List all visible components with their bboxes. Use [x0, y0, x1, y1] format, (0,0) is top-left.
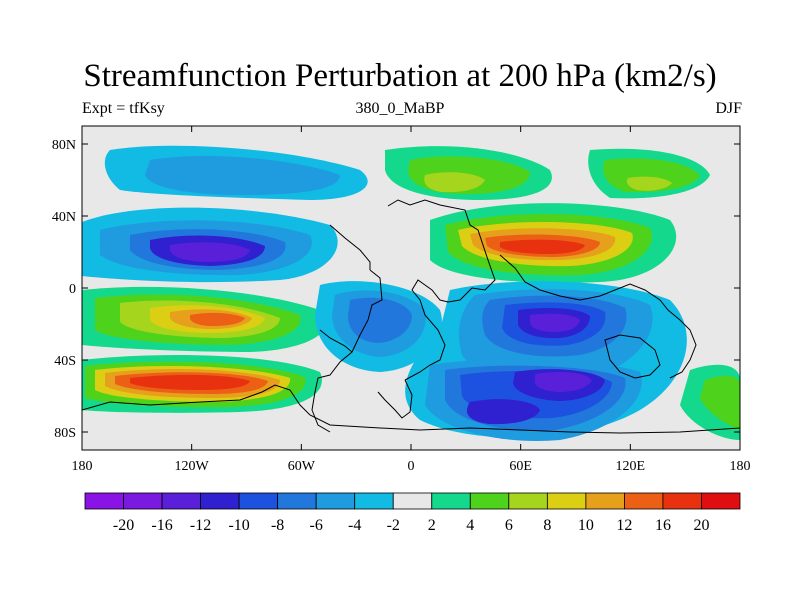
colorbar-label: -8: [271, 517, 284, 534]
coastline-australia: [604, 334, 661, 379]
colorbar-swatch: [277, 492, 317, 510]
coastline-south-america: [311, 269, 383, 433]
coastlines: [82, 199, 740, 434]
subtitle-left: Expt = tfKsy: [82, 100, 165, 117]
contour-atlantic-neg-level3: [348, 297, 412, 343]
colorbar-label: -4: [348, 517, 361, 534]
axis-ticks: 180 120W 60W 0 60E 120E 180 80N 40N 0 40S 80S: [52, 126, 751, 474]
x-tick-label: 180: [72, 459, 93, 474]
contour-south-neg-level5b: [466, 399, 540, 425]
colorbar-label: -16: [151, 517, 172, 534]
colorbar-label: 6: [505, 517, 513, 534]
colorbar-swatch: [392, 492, 433, 510]
colorbar-swatch: [469, 492, 510, 510]
contour-ne-pos-level3: [424, 172, 485, 193]
colorbar-swatch: [508, 492, 548, 510]
colorbar-label: -10: [228, 517, 249, 534]
contour-north-neg-level2: [145, 155, 340, 195]
contour-s-pos-level6: [130, 374, 250, 390]
colorbar-label: 12: [616, 517, 632, 534]
y-tick-label: 80S: [54, 426, 76, 441]
colorbar-swatch: [354, 492, 394, 510]
subtitle-right: DJF: [715, 100, 742, 117]
colorbar-swatch: [624, 492, 664, 510]
y-tick-label: 40S: [54, 354, 76, 369]
y-tick-label: 80N: [52, 138, 76, 153]
x-tick-label: 60E: [509, 459, 532, 474]
coastline-north-america: [329, 224, 371, 270]
x-tick-label: 120W: [175, 459, 210, 474]
colorbar: -20 -16 -12 -10 -8 -6 -4 -2 2 4 6 8 10 12 16 20: [84, 492, 741, 534]
contour-asia-pos-level6: [500, 239, 585, 254]
colorbar-swatch: [546, 492, 587, 510]
colorbar-swatch: [200, 492, 240, 510]
colorbar-swatch: [701, 492, 741, 510]
coastline-central-america: [319, 329, 353, 353]
y-tick-label: 40N: [52, 210, 76, 225]
coastline-europe-africa: [387, 199, 496, 381]
contour-west-neg-level5: [170, 242, 250, 262]
x-tick-label: 180: [730, 459, 751, 474]
colorbar-swatch: [585, 492, 625, 510]
colorbar-label: -20: [113, 517, 134, 534]
subtitle-center: 380_0_MaBP: [355, 100, 445, 117]
coastline-antarctica: [82, 384, 740, 434]
colorbar-label: -6: [310, 517, 323, 534]
colorbar-label: 8: [543, 517, 551, 534]
colorbar-swatch: [238, 492, 279, 510]
colorbar-label: 4: [466, 517, 474, 534]
colorbar-swatch: [662, 492, 702, 510]
x-tick-label: 120E: [616, 459, 646, 474]
contour-indian-neg-level6: [530, 313, 580, 332]
contour-sw-pos-level6: [190, 312, 245, 326]
colorbar-label: 16: [655, 517, 671, 534]
colorbar-swatch: [315, 492, 356, 510]
colorbar-label: -12: [190, 517, 211, 534]
colorbar-swatch: [123, 492, 163, 510]
x-tick-label: 60W: [288, 459, 316, 474]
colorbar-label: 20: [693, 517, 709, 534]
coastline-africa-south: [377, 379, 413, 419]
contour-east-pos-level3: [626, 176, 672, 191]
colorbar-swatch: [161, 492, 201, 510]
contour-far-east-pos-level2: [700, 375, 740, 430]
colorbar-label: -2: [387, 517, 400, 534]
colorbar-label: 2: [428, 517, 436, 534]
colorbar-swatch: [84, 492, 124, 510]
x-tick-label: 0: [408, 459, 415, 474]
chart-title: Streamfunction Perturbation at 200 hPa (…: [83, 58, 717, 94]
colorbar-swatch: [431, 492, 471, 510]
contour-south-neg-level6: [534, 372, 592, 392]
coastline-asia: [499, 254, 697, 379]
contour-fill: [82, 145, 740, 441]
y-tick-label: 0: [69, 282, 76, 297]
colorbar-label: 10: [578, 517, 594, 534]
